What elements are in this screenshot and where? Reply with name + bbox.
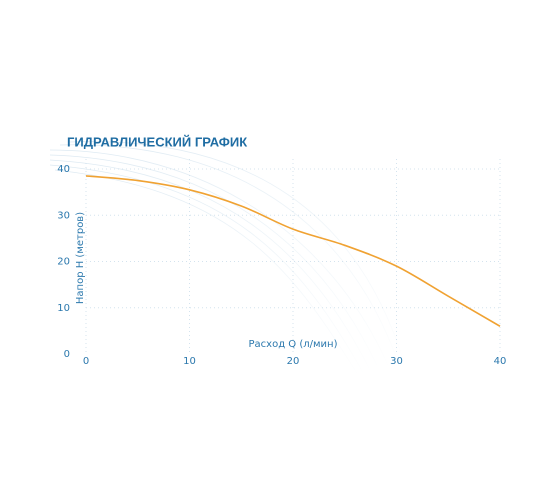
y-tick-label: 20 bbox=[57, 257, 70, 268]
x-tick-label: 0 bbox=[83, 356, 89, 367]
y-tick-label: 30 bbox=[57, 210, 70, 221]
y-tick-label: 40 bbox=[57, 164, 70, 175]
x-tick-label: 40 bbox=[494, 356, 507, 367]
x-tick-label: 10 bbox=[183, 356, 196, 367]
background-swoosh bbox=[49, 141, 406, 379]
y-axis-label: Напор Н (метров) bbox=[75, 212, 86, 304]
data-line bbox=[85, 175, 501, 327]
chart-title: ГИДРАВЛИЧЕСКИЙ ГРАФИК bbox=[67, 134, 247, 149]
y-tick-label: 0 bbox=[64, 349, 70, 360]
y-tick-label: 10 bbox=[57, 303, 70, 314]
x-tick-label: 20 bbox=[287, 356, 300, 367]
x-tick-label: 30 bbox=[390, 356, 403, 367]
x-axis-label: Расход Q (л/мин) bbox=[249, 339, 338, 350]
